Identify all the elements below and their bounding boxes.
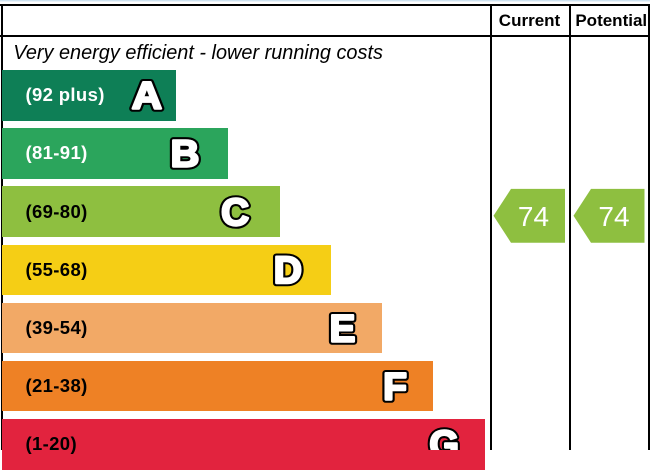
svg-text:G: G: [429, 424, 459, 450]
svg-text:D: D: [274, 250, 302, 292]
svg-text:C: C: [221, 191, 249, 234]
svg-text:A: A: [132, 75, 162, 117]
svg-text:E: E: [330, 308, 356, 351]
svg-text:74: 74: [518, 201, 549, 232]
svg-text:B: B: [171, 133, 200, 175]
svg-text:F: F: [383, 366, 407, 408]
svg-text:E: E: [330, 308, 356, 351]
svg-text:A: A: [132, 75, 162, 117]
svg-text:D: D: [274, 250, 302, 292]
svg-text:74: 74: [598, 201, 629, 232]
svg-text:C: C: [221, 191, 249, 234]
svg-text:F: F: [383, 366, 407, 408]
svg-text:G: G: [429, 424, 459, 450]
svg-text:B: B: [171, 133, 200, 175]
